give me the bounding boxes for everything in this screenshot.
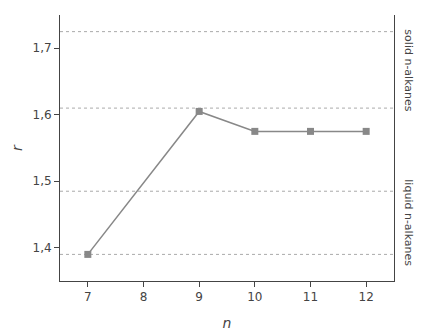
svg-text:n: n [223,315,232,331]
svg-text:solid n-alkanes: solid n-alkanes [402,29,415,111]
svg-text:9: 9 [195,290,203,304]
svg-text:12: 12 [359,290,374,304]
svg-text:11: 11 [303,290,318,304]
svg-text:10: 10 [247,290,262,304]
svg-text:1,6: 1,6 [33,108,52,122]
svg-text:r: r [9,144,25,151]
svg-text:7: 7 [84,290,92,304]
svg-text:liquid n-alkanes: liquid n-alkanes [402,179,415,266]
svg-text:8: 8 [140,290,148,304]
svg-text:1,7: 1,7 [33,41,52,55]
svg-text:1,4: 1,4 [33,241,52,255]
svg-text:1,5: 1,5 [33,174,52,188]
